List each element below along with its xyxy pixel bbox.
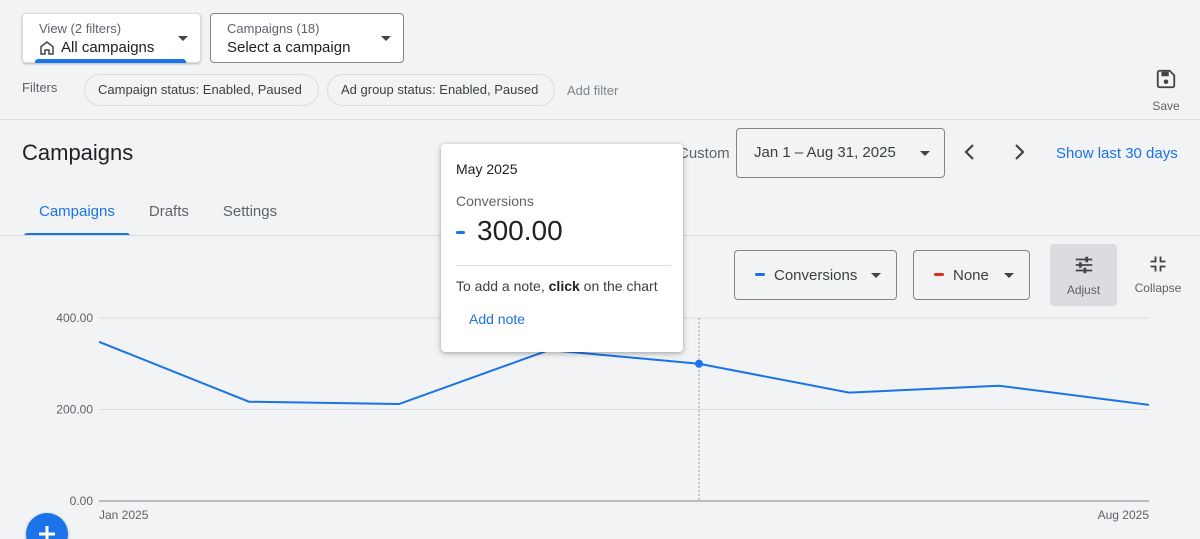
collapse-icon [1150,256,1166,272]
date-preset-label: Custom [678,145,730,162]
series-line-conversions [98,340,1150,406]
collapse-button[interactable]: Collapse [1130,254,1186,295]
y-tick-label: 0.00 [70,494,94,508]
tooltip-note-bold: click [548,278,580,294]
chevron-down-icon [381,36,391,41]
y-tick-label: 400.00 [56,311,93,325]
chevron-down-icon [178,36,188,41]
campaign-selector-caption: Campaigns (18) [227,21,320,36]
filter-chip-campaign-status[interactable]: Campaign status: Enabled, Paused [84,74,319,106]
tooltip-note: To add a note, click on the chart [456,278,658,294]
tab-bar: Campaigns Drafts Settings [22,200,294,236]
divider [0,119,1200,120]
tab-campaigns[interactable]: Campaigns [22,200,132,236]
add-filter-button[interactable]: Add filter [567,83,619,98]
adjust-button[interactable]: Adjust [1050,244,1117,306]
collapse-label: Collapse [1134,281,1182,295]
create-button[interactable] [26,513,68,539]
adjust-label: Adjust [1066,283,1101,297]
chevron-down-icon [920,151,930,156]
home-icon [40,41,54,55]
view-selector[interactable]: View (2 filters) All campaigns [22,13,201,63]
campaign-selector[interactable]: Campaigns (18) Select a campaign [210,13,404,63]
page-title: Campaigns [22,140,134,165]
data-point[interactable] [695,359,703,368]
tab-settings[interactable]: Settings [222,203,278,220]
y-tick-label: 200.00 [56,403,93,417]
metric-label: Conversions [774,267,858,284]
chevron-right-icon[interactable] [1007,140,1031,164]
tooltip-value: 300.00 [477,215,563,246]
show-last-30-days-link[interactable]: Show last 30 days [1056,145,1178,162]
series-color-swatch [456,230,465,234]
tab-drafts[interactable]: Drafts [148,203,189,220]
save-icon [1156,69,1176,89]
metric-selector-primary[interactable]: Conversions [734,250,897,300]
divider [456,265,671,266]
view-selector-indicator [35,59,186,63]
save-button[interactable]: Save [1148,68,1184,113]
metric-label: None [953,267,989,284]
view-selector-caption: View (2 filters) [39,21,122,36]
chart-tooltip: May 2025 Conversions 300.00 To add a not… [441,144,683,352]
filters-label: Filters [22,80,58,95]
date-range-picker[interactable]: Jan 1 – Aug 31, 2025 [736,128,945,178]
chevron-down-icon [871,273,881,278]
tooltip-note-suffix: on the chart [579,278,658,294]
filter-chip-ad-group-status[interactable]: Ad group status: Enabled, Paused [327,74,555,106]
plus-icon [39,526,55,539]
save-label: Save [1152,99,1180,113]
tooltip-note-prefix: To add a note, [456,278,549,294]
add-note-link[interactable]: Add note [469,311,526,327]
tooltip-metric: Conversions [456,193,534,209]
metric-selector-secondary[interactable]: None [913,250,1030,300]
series-color-swatch [934,272,944,276]
chevron-down-icon [1004,273,1014,278]
tune-icon [1075,256,1092,274]
x-tick-label: Aug 2025 [1098,508,1150,522]
date-range-value: Jan 1 – Aug 31, 2025 [754,144,896,161]
tooltip-month: May 2025 [456,161,518,177]
chevron-left-icon[interactable] [958,140,982,164]
x-tick-label: Jan 2025 [99,508,149,522]
conversions-line-chart[interactable]: 0.00 200.00 400.00 Jan 2025 Aug 2025 [0,300,1200,539]
view-selector-value: All campaigns [61,39,155,56]
series-color-swatch [755,272,765,276]
campaign-selector-value: Select a campaign [227,39,351,56]
